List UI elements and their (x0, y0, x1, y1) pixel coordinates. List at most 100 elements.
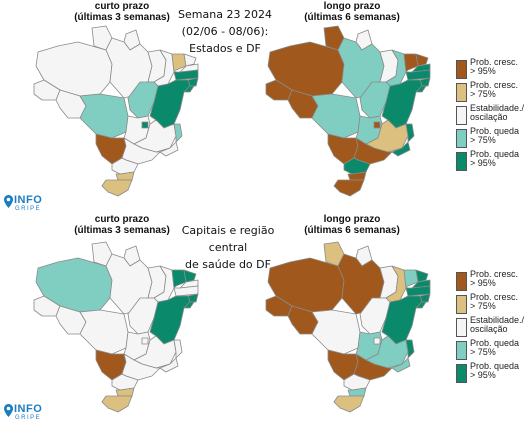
state-ba (149, 79, 191, 129)
legend-top: Prob. cresc. > 95% Prob. cresc. > 75% Esta… (456, 58, 528, 173)
legend-item: Estabilidade./oscilação (456, 104, 528, 127)
legend-swatch (456, 272, 467, 291)
legend-swatch (456, 129, 467, 148)
panel-title-top-right: longo prazo (últimas 6 semanas) (282, 1, 422, 23)
legend-item: Prob. cresc. > 95% (456, 58, 528, 81)
state-rs (333, 395, 365, 413)
state-pe (173, 285, 199, 297)
state-es (405, 339, 415, 359)
state-pr (111, 373, 139, 391)
legend-item: Prob. queda > 95% (456, 362, 528, 385)
legend-swatch (456, 364, 467, 383)
state-rj (159, 357, 179, 373)
infogripe-logo-top: INFO GRIPE (2, 194, 46, 216)
legend-item: Prob. queda > 75% (456, 339, 528, 362)
infogripe-logo-bottom: INFO GRIPE (2, 403, 46, 425)
state-es (405, 123, 415, 143)
legend-label: Prob. queda > 95% (470, 361, 520, 380)
state-ce (171, 53, 187, 73)
panel-title-text: longo prazo (323, 1, 381, 12)
legend-swatch (456, 295, 467, 314)
state-ba (381, 79, 423, 129)
panel-title-text: curto prazo (94, 214, 150, 225)
logo-subtext: GRIPE (15, 206, 42, 212)
state-to (127, 297, 159, 335)
state-sc (347, 387, 367, 397)
state-df (373, 337, 381, 345)
title-week: Semana 23 2024 (178, 8, 272, 21)
legend-label: Prob. cresc. > 95% (470, 269, 519, 288)
title-region-df: de saúde do DF (185, 258, 271, 271)
state-ba (149, 295, 191, 345)
panel-title-text: curto prazo (94, 1, 150, 12)
state-pr (343, 157, 371, 175)
state-mt (311, 93, 361, 139)
legend-label: Prob. cresc. > 75% (470, 80, 519, 99)
state-sc (347, 171, 367, 181)
brazil-map-top-left (33, 25, 199, 197)
legend-item: Prob. cresc. > 75% (456, 81, 528, 104)
state-mt (311, 309, 361, 355)
legend-item: Prob. queda > 95% (456, 150, 528, 173)
state-pe (173, 69, 199, 81)
legend-label: Prob. cresc. > 75% (470, 292, 519, 311)
state-sp (353, 353, 393, 381)
state-rs (101, 179, 133, 197)
state-rj (391, 141, 411, 157)
legend-label: Prob. queda > 75% (470, 126, 520, 145)
state-pr (111, 157, 139, 175)
legend-swatch (456, 152, 467, 171)
logo-subtext: GRIPE (15, 415, 42, 421)
state-rn (415, 269, 429, 283)
panel-subtitle-text: (últimas 6 semanas) (304, 12, 400, 23)
state-df (141, 121, 149, 129)
panel-title-text: longo prazo (323, 214, 381, 225)
panel-subtitle-text: (últimas 3 semanas) (74, 225, 170, 236)
legend-swatch (456, 60, 467, 79)
state-es (173, 339, 183, 359)
legend-item: Estabilidade./oscilação (456, 316, 528, 339)
brazil-map-bottom-right (265, 241, 431, 413)
legend-swatch (456, 83, 467, 102)
legend-swatch (456, 318, 467, 337)
panel-title-bottom-right: longo prazo (últimas 6 semanas) (282, 214, 422, 236)
legend-item: Prob. cresc. > 95% (456, 270, 528, 293)
legend-item: Prob. queda > 75% (456, 127, 528, 150)
title-scope: Estados e DF (189, 42, 261, 55)
state-es (173, 123, 183, 143)
state-rs (101, 395, 133, 413)
state-pe (405, 69, 431, 81)
legend-label: Prob. cresc. > 95% (470, 57, 519, 76)
state-mt (79, 309, 129, 355)
legend-label: Prob. queda > 75% (470, 338, 520, 357)
panel-title-top-left: curto prazo (últimas 3 semanas) (52, 1, 192, 23)
legend-bottom: Prob. cresc. > 95% Prob. cresc. > 75% Esta… (456, 270, 528, 385)
state-rn (415, 53, 429, 67)
state-ce (171, 269, 187, 289)
state-ce (403, 53, 419, 73)
legend-swatch (456, 341, 467, 360)
panel-subtitle-text: (últimas 3 semanas) (74, 12, 170, 23)
brazil-map-top-right (265, 25, 431, 197)
logo-text: INFO (14, 403, 43, 415)
state-to (359, 297, 391, 335)
state-rs (333, 179, 365, 197)
title-dates: (02/06 - 08/06): (181, 25, 269, 38)
state-sc (115, 171, 135, 181)
state-sp (121, 137, 161, 165)
state-rn (183, 53, 197, 67)
legend-label: Estabilidade./oscilação (470, 315, 525, 334)
legend-label: Prob. queda > 95% (470, 149, 520, 168)
legend-item: Prob. cresc. > 75% (456, 293, 528, 316)
map-pin-icon (4, 195, 13, 208)
legend-label: Estabilidade./oscilação (470, 103, 525, 122)
center-title-bottom: Capitais e região central de saúde do DF (168, 222, 288, 273)
legend-swatch (456, 106, 467, 125)
state-ce (403, 269, 419, 289)
state-df (373, 121, 381, 129)
state-sp (353, 137, 393, 165)
state-rn (183, 269, 197, 283)
title-capitals: Capitais e região central (181, 224, 275, 254)
state-df (141, 337, 149, 345)
brazil-map-bottom-left (33, 241, 199, 413)
